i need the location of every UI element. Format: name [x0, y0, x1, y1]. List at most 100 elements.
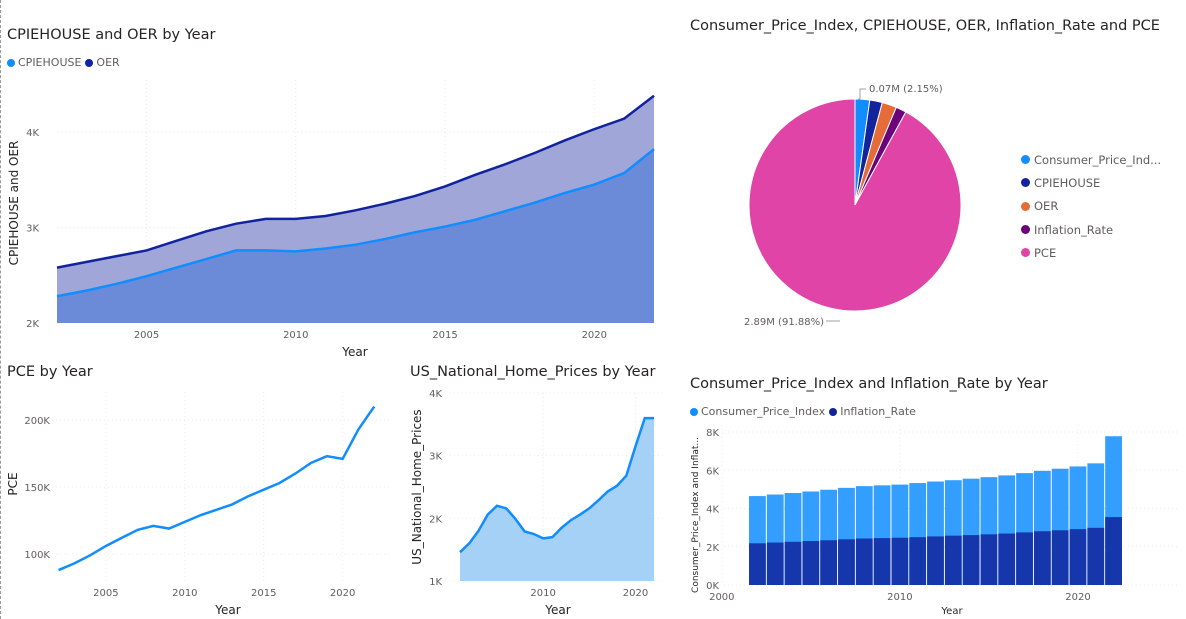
pce-line — [58, 405, 376, 572]
legend-label: Consumer_Price_Index — [701, 405, 826, 418]
x-axis-title: Year — [214, 603, 240, 617]
chart-title: US_National_Home_Prices by Year — [410, 364, 656, 380]
chart-legend: Consumer_Price_Index Inflation_Rate — [690, 405, 920, 418]
cpiehouse-line — [56, 148, 655, 298]
chart-plot-svg: 1K 2K 3K 4K 2010 2020 Year US_National_Home_Pri… — [410, 389, 664, 617]
chart-legend: CPIEHOUSE OER — [7, 56, 124, 69]
bar-inflation-rate — [891, 537, 909, 585]
chart-plot-svg: 100K 150K 200K 2005 2010 2015 2020 Year PCE — [6, 392, 390, 617]
legend-dot-icon — [85, 58, 94, 67]
pce-line-chart[interactable]: PCE by Year 100K 150K 200K 2005 2010 2015 2020… — [0, 362, 400, 619]
bar-inflation-rate — [962, 535, 980, 585]
bar-inflation-rate — [927, 536, 944, 585]
legend-dot-icon — [7, 58, 15, 67]
legend-dot-icon — [1021, 155, 1030, 165]
y-tick-label: 0K — [706, 581, 719, 592]
pie-slice-pce — [748, 98, 962, 312]
bar-inflation-rate — [1033, 531, 1051, 585]
chart-title: Consumer_Price_Index and Inflation_Rate … — [690, 376, 1048, 392]
cpiehouse-oer-area-chart[interactable]: CPIEHOUSE and OER by Year CPIEHOUSE OER … — [0, 0, 670, 365]
bar-inflation-rate — [1016, 532, 1033, 585]
report-left-border — [0, 0, 1, 619]
home-prices-line — [459, 416, 654, 554]
legend-item-consumer-price-index[interactable]: Consumer_Price_Index — [690, 405, 825, 418]
chart-plot-svg: 0K 2K 4K 6K 8K 2000 2010 2020 Year Consumer_Price… — [691, 425, 1180, 617]
y-tick-label: 2K — [706, 543, 719, 554]
bar-inflation-rate — [1105, 517, 1122, 585]
x-tick-label: 2020 — [582, 330, 607, 341]
x-tick-label: 2005 — [134, 330, 159, 341]
data-label-small-slice: 0.07M (2.15%) — [869, 84, 943, 95]
y-tick-label: 100K — [24, 550, 50, 561]
x-tick-label: 2020 — [330, 588, 355, 599]
y-tick-label: 3K — [26, 224, 39, 235]
chart-title: Consumer_Price_Index, CPIEHOUSE, OER, In… — [690, 18, 1160, 34]
legend-label: OER — [1034, 199, 1059, 214]
data-label-pce-slice: 2.89M (91.88%) — [744, 317, 824, 328]
y-tick-label: 3K — [429, 452, 442, 463]
y-tick-label: 2K — [429, 514, 442, 525]
bar-inflation-rate — [1069, 529, 1087, 585]
y-axis-title: CPIEHOUSE and OER — [7, 141, 21, 266]
y-axis-title: Consumer_Price_Index and Inflat... — [691, 437, 701, 593]
bar-inflation-rate — [749, 543, 766, 585]
chart-title: CPIEHOUSE and OER by Year — [7, 27, 216, 43]
legend-item-cpiehouse[interactable]: CPIEHOUSE — [1021, 171, 1161, 194]
y-tick-label: 1K — [429, 577, 442, 588]
y-tick-label: 4K — [429, 389, 442, 400]
y-tick-label: 200K — [24, 416, 50, 427]
cpiehouse-area — [57, 149, 654, 323]
x-tick-label: 2015 — [251, 588, 276, 599]
x-axis-title: Year — [544, 603, 570, 617]
x-tick-label: 2020 — [623, 588, 648, 599]
oer-line — [56, 94, 655, 269]
y-tick-label: 2K — [26, 319, 39, 330]
bar-inflation-rate — [838, 539, 855, 585]
x-tick-label: 2000 — [709, 592, 734, 603]
legend-dot-icon — [1021, 178, 1030, 188]
bar-inflation-rate — [944, 535, 962, 585]
bar-inflation-rate — [855, 538, 873, 585]
bar-inflation-rate — [873, 538, 891, 585]
composition-pie-chart[interactable]: Consumer_Price_Index, CPIEHOUSE, OER, In… — [680, 0, 1186, 365]
legend-label: PCE — [1034, 245, 1057, 260]
legend-label: OER — [96, 56, 120, 69]
bar-inflation-rate — [980, 534, 998, 585]
x-tick-label: 2005 — [93, 588, 118, 599]
legend-dot-icon — [829, 407, 838, 416]
legend-label: Inflation_Rate — [840, 405, 916, 418]
bar-inflation-rate — [909, 537, 927, 585]
y-tick-label: 4K — [706, 505, 719, 516]
legend-item-consumer-price-index[interactable]: Consumer_Price_Ind... — [1021, 148, 1161, 171]
home-prices-area-chart[interactable]: US_National_Home_Prices by Year 1K 2K 3K 4K… — [402, 362, 672, 619]
bar-inflation-rate — [784, 541, 802, 585]
legend-item-cpiehouse[interactable]: CPIEHOUSE — [7, 56, 81, 69]
legend-item-inflation-rate[interactable]: Inflation_Rate — [829, 405, 916, 418]
bar-inflation-rate — [766, 542, 784, 585]
x-tick-label: 2010 — [283, 330, 308, 341]
x-tick-label: 2010 — [172, 588, 197, 599]
x-axis-title: Year — [341, 345, 367, 359]
legend-item-oer[interactable]: OER — [1021, 195, 1161, 218]
legend-item-oer[interactable]: OER — [85, 56, 120, 69]
cpi-inflation-bar-chart[interactable]: Consumer_Price_Index and Inflation_Rate … — [680, 365, 1186, 619]
legend-dot-icon — [1021, 225, 1030, 235]
legend-dot-icon — [690, 407, 698, 416]
y-axis-title: PCE — [6, 472, 20, 495]
legend-item-pce[interactable]: PCE — [1021, 241, 1161, 264]
x-tick-label: 2010 — [530, 588, 555, 599]
chart-plot-svg: 2K 3K 4K 2005 2010 2015 2020 Year CPIEHOUSE and … — [7, 80, 655, 359]
legend-label: CPIEHOUSE — [18, 56, 82, 69]
bar-inflation-rate — [1051, 530, 1069, 585]
y-tick-label: 4K — [26, 128, 39, 139]
legend-item-inflation-rate[interactable]: Inflation_Rate — [1021, 218, 1161, 241]
bar-inflation-rate — [1087, 527, 1105, 585]
legend-label: CPIEHOUSE — [1034, 175, 1101, 190]
legend-label: Inflation_Rate — [1034, 222, 1114, 237]
label-leader-line — [858, 88, 866, 100]
chart-plot-svg: 0.07M (2.15%) 2.89M (91.88%) — [744, 84, 962, 328]
y-tick-label: 150K — [24, 483, 50, 494]
legend-dot-icon — [1021, 201, 1030, 211]
x-tick-label: 2015 — [432, 330, 457, 341]
bar-inflation-rate — [802, 541, 820, 585]
